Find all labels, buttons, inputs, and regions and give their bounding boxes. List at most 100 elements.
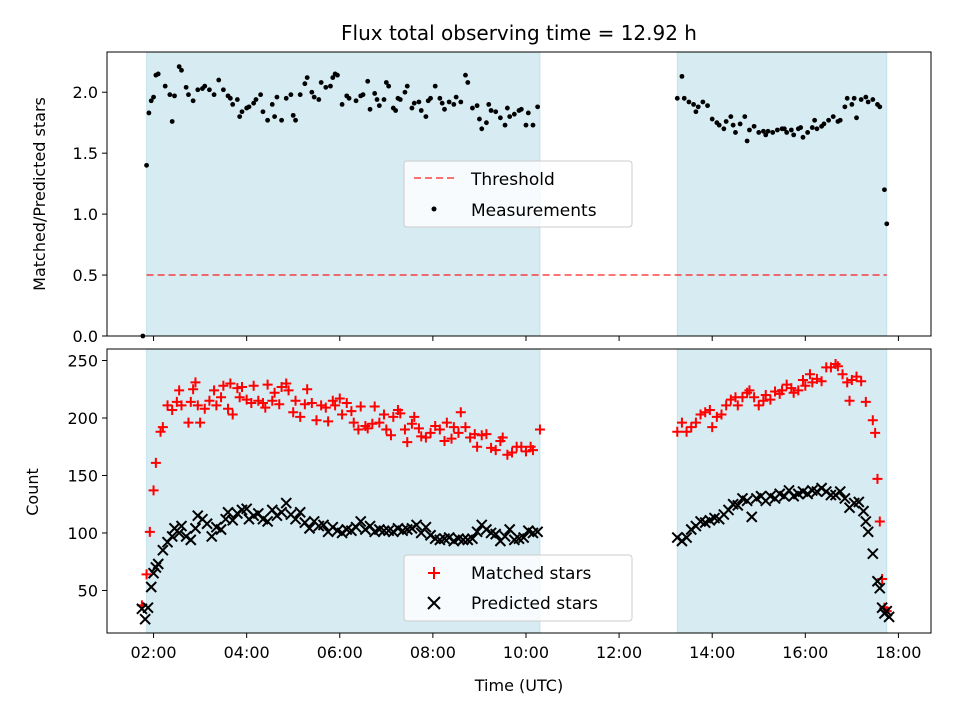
measurement-point (463, 72, 468, 78)
ratio-ytick-label: 2.0 (73, 83, 98, 102)
measurement-point (730, 122, 736, 128)
predicted-star-marker (355, 515, 367, 528)
matched-star-marker (472, 441, 483, 452)
predicted-star-marker (303, 522, 316, 535)
predicted-star-marker (834, 485, 846, 498)
matched-star-marker (870, 427, 881, 438)
matched-star-marker (832, 361, 843, 372)
matched-star-marker (346, 406, 357, 417)
predicted-star-marker (139, 613, 151, 625)
predicted-star-marker (457, 534, 469, 546)
measurement-point (353, 98, 359, 104)
matched-star-marker (150, 457, 161, 468)
matched-star-marker (199, 403, 210, 414)
matched-star-marker (288, 407, 299, 418)
matched-star-marker (406, 418, 417, 429)
matched-star-marker (534, 424, 545, 435)
measurement-point (518, 106, 524, 112)
measurement-point (260, 109, 266, 115)
matched-star-marker (455, 407, 466, 418)
measurement-point (393, 108, 399, 113)
matched-star-marker (453, 427, 464, 438)
matched-star-marker (874, 516, 885, 527)
measurement-point (428, 95, 433, 101)
count-ytick-label: 250 (67, 351, 98, 370)
predicted-star-marker (680, 531, 693, 544)
matched-star-marker (348, 417, 359, 428)
x-axis-label: Time (UTC) (474, 676, 563, 695)
predicted-star-marker (226, 514, 239, 527)
predicted-star-marker (145, 581, 157, 593)
matched-star-marker (777, 385, 788, 396)
legend-predicted-label: Predicted stars (471, 594, 598, 614)
matched-star-marker (316, 400, 327, 411)
legend-threshold-label: Threshold (470, 170, 555, 190)
measurement-point (404, 83, 410, 89)
matched-star-marker (323, 416, 334, 427)
matched-star-marker (355, 401, 366, 412)
measurement-point (511, 111, 517, 117)
measurement-points (140, 64, 890, 339)
matched-star-marker (707, 422, 718, 433)
measurement-point (744, 138, 750, 144)
matched-star-marker (232, 383, 243, 394)
measurement-point (323, 84, 329, 90)
measurement-point (723, 119, 729, 124)
matched-star-marker (760, 389, 771, 400)
matched-star-marker (144, 526, 155, 537)
measurement-point (784, 130, 790, 135)
matched-star-marker (446, 433, 457, 444)
predicted-star-markers (136, 482, 895, 625)
matched-star-marker (225, 378, 236, 389)
measurement-point (791, 132, 797, 138)
xtick-label: 18:00 (875, 643, 921, 662)
measurement-point (770, 130, 776, 135)
measurement-point (453, 94, 459, 100)
matched-star-marker (167, 404, 178, 415)
measurement-point (288, 92, 294, 98)
measurement-point (854, 115, 859, 121)
matched-star-marker (856, 376, 867, 387)
matched-star-marker (460, 422, 471, 433)
measurement-point (297, 92, 303, 98)
measurement-point (172, 93, 177, 99)
measurement-point (721, 126, 727, 132)
measurement-point (863, 94, 869, 100)
count-axes: 50 100 150 200 250 02:00 04:00 06:00 08:00 10:00 1… (67, 351, 921, 662)
matched-star-marker (490, 445, 501, 456)
matched-star-marker (469, 429, 480, 440)
measurement-point (774, 127, 780, 133)
measurement-point (151, 94, 156, 100)
matched-star-marker (227, 409, 238, 420)
measurement-point (234, 97, 240, 102)
ratio-y-axis-label: Matched/Predicted stars (30, 97, 49, 291)
ratio-legend-box (403, 160, 633, 228)
matched-star-marker (367, 418, 378, 429)
measurement-point (374, 97, 380, 102)
measurement-point (186, 92, 191, 98)
measurement-point (227, 95, 233, 101)
matched-star-marker (758, 395, 769, 406)
matched-star-marker (860, 396, 871, 407)
predicted-star-marker (862, 526, 874, 538)
predicted-star-marker (275, 506, 288, 518)
measurement-point (486, 102, 492, 107)
ratio-axes: 0.0 0.5 1.0 1.5 2.0 (73, 83, 899, 346)
measurement-point (367, 106, 373, 112)
matched-star-marker (388, 411, 399, 422)
measurement-point (465, 80, 471, 85)
matched-star-marker (267, 395, 278, 406)
matched-star-marker (672, 426, 683, 437)
measurement-point (523, 122, 529, 128)
matched-star-marker (204, 395, 215, 406)
matched-star-marker (341, 398, 352, 409)
matched-star-marker (842, 377, 853, 388)
matched-star-marker (507, 447, 518, 458)
measurement-point (763, 132, 769, 138)
measurement-point (179, 67, 184, 73)
measurement-point (376, 103, 382, 109)
predicted-star-marker (732, 499, 744, 512)
matched-star-marker (327, 395, 338, 406)
matched-star-marker (223, 403, 234, 414)
